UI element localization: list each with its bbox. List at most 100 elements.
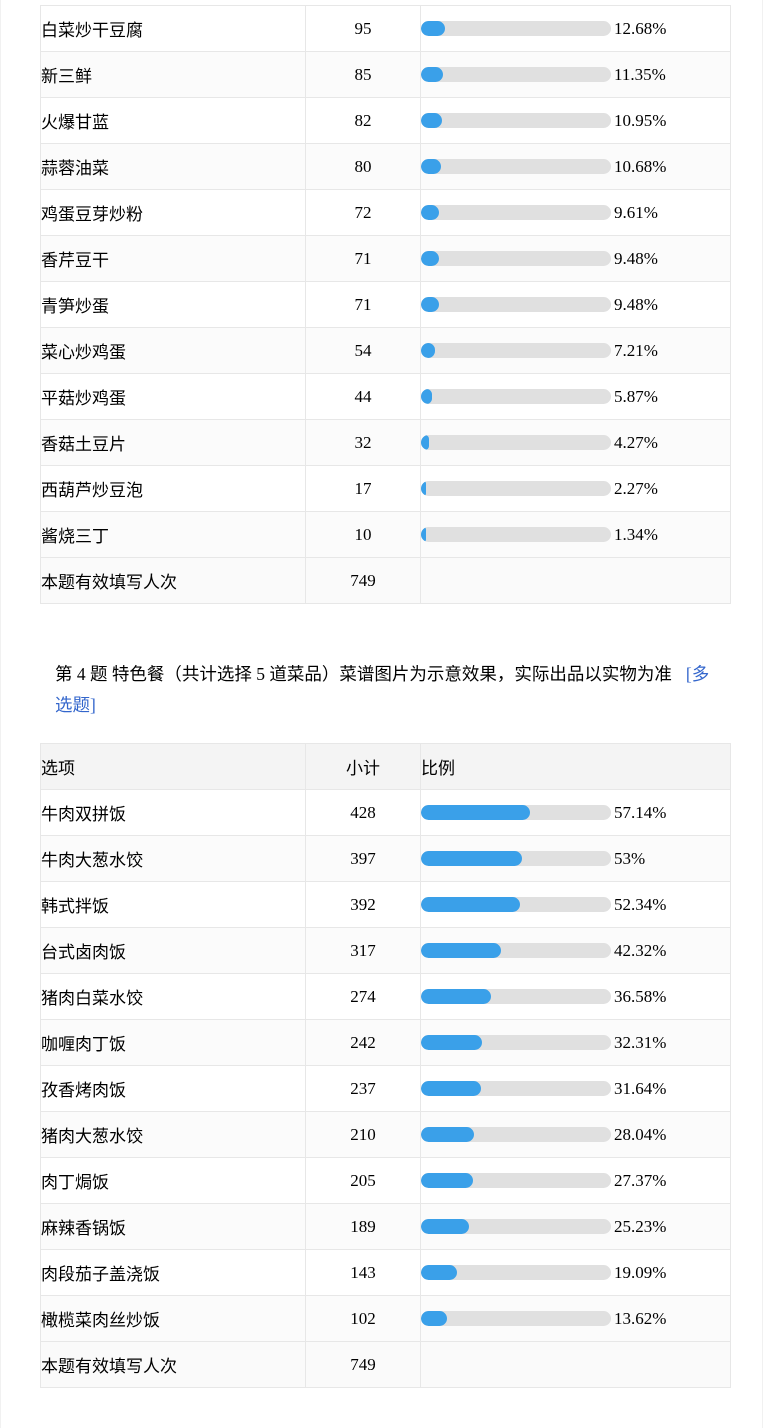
percent-bar-fill <box>421 527 426 542</box>
percent-bar-track <box>421 297 611 312</box>
option-count: 10 <box>305 511 421 558</box>
table-row: 火爆甘蓝 82 10.95% <box>40 97 731 144</box>
percent-bar-fill <box>421 159 442 174</box>
question4-results-table: 选项 小计 比例 牛肉双拼饭 428 57.14% 牛肉大葱水饺 397 53%… <box>40 743 731 1389</box>
percent-bar-track <box>421 343 611 358</box>
percent-label: 7.21% <box>614 340 658 360</box>
table-row: 香芹豆干 71 9.48% <box>40 235 731 282</box>
total-label: 本题有效填写人次 <box>40 1341 306 1389</box>
percent-label: 9.48% <box>614 248 658 268</box>
percent-bar-fill <box>421 251 439 266</box>
table-row: 新三鲜 85 11.35% <box>40 51 731 98</box>
percent-bar-track <box>421 1219 611 1235</box>
percent-bar-fill <box>421 343 435 358</box>
percent-bar-track <box>421 989 611 1005</box>
option-count: 237 <box>305 1065 421 1113</box>
percent-bar-track <box>421 21 611 36</box>
table-row: 咖喱肉丁饭 242 32.31% <box>40 1019 731 1067</box>
option-label: 韩式拌饭 <box>40 881 306 929</box>
table-row: 白菜炒干豆腐 95 12.68% <box>40 5 731 52</box>
percent-label: 5.87% <box>614 386 658 406</box>
percent-label: 1.34% <box>614 524 658 544</box>
table-total-row: 本题有效填写人次 749 <box>40 557 731 604</box>
table-row: 肉丁焗饭 205 27.37% <box>40 1157 731 1205</box>
table-row: 酱烧三丁 10 1.34% <box>40 511 731 558</box>
percent-bar-fill <box>421 205 440 220</box>
table-row: 台式卤肉饭 317 42.32% <box>40 927 731 975</box>
table-row: 孜香烤肉饭 237 31.64% <box>40 1065 731 1113</box>
option-count: 82 <box>305 97 421 144</box>
option-label: 西葫芦炒豆泡 <box>40 465 306 512</box>
percent-label: 19.09% <box>614 1262 667 1282</box>
option-label: 牛肉大葱水饺 <box>40 835 306 883</box>
table-row: 平菇炒鸡蛋 44 5.87% <box>40 373 731 420</box>
question3-results-table: 白菜炒干豆腐 95 12.68% 新三鲜 85 11.35% 火爆甘蓝 82 1… <box>40 5 731 604</box>
percent-bar-fill <box>421 389 433 404</box>
table-row: 西葫芦炒豆泡 17 2.27% <box>40 465 731 512</box>
option-label: 孜香烤肉饭 <box>40 1065 306 1113</box>
percent-label: 53% <box>614 848 646 868</box>
option-count: 210 <box>305 1111 421 1159</box>
option-count: 32 <box>305 419 421 466</box>
percent-label: 10.68% <box>614 156 667 176</box>
percent-bar-fill <box>421 481 426 496</box>
percent-label: 4.27% <box>614 432 658 452</box>
option-count: 189 <box>305 1203 421 1251</box>
percent-bar-fill <box>421 1311 447 1327</box>
percent-bar-fill <box>421 943 502 959</box>
question-title-text: 第 4 题 特色餐（共计选择 5 道菜品）菜谱图片为示意效果，实际出品以实物为准 <box>55 664 672 684</box>
percent-bar-fill <box>421 805 530 821</box>
percent-bar-track <box>421 1311 611 1327</box>
option-label: 菜心炒鸡蛋 <box>40 327 306 374</box>
option-count: 317 <box>305 927 421 975</box>
percent-label: 28.04% <box>614 1124 667 1144</box>
percent-bar-track <box>421 67 611 82</box>
percent-bar-fill <box>421 1265 458 1281</box>
option-label: 青笋炒蛋 <box>40 281 306 328</box>
percent-bar-track <box>421 435 611 450</box>
option-count: 397 <box>305 835 421 883</box>
option-label: 肉段茄子盖浇饭 <box>40 1249 306 1297</box>
question-type-tag: [多选题] <box>55 664 710 715</box>
percent-bar-track <box>421 389 611 404</box>
option-count: 71 <box>305 281 421 328</box>
option-label: 香芹豆干 <box>40 235 306 282</box>
option-count: 205 <box>305 1157 421 1205</box>
percent-label: 9.48% <box>614 294 658 314</box>
table-row: 菜心炒鸡蛋 54 7.21% <box>40 327 731 374</box>
table-row: 牛肉双拼饭 428 57.14% <box>40 789 731 837</box>
percent-label: 31.64% <box>614 1078 667 1098</box>
table-row: 牛肉大葱水饺 397 53% <box>40 835 731 883</box>
total-label: 本题有效填写人次 <box>40 557 306 604</box>
option-count: 44 <box>305 373 421 420</box>
percent-bar-fill <box>421 297 439 312</box>
percent-bar-track <box>421 113 611 128</box>
option-count: 80 <box>305 143 421 190</box>
header-count: 小计 <box>305 743 421 791</box>
percent-label: 13.62% <box>614 1308 667 1328</box>
percent-label: 27.37% <box>614 1170 667 1190</box>
percent-bar-fill <box>421 851 522 867</box>
option-label: 蒜蓉油菜 <box>40 143 306 190</box>
option-label: 猪肉大葱水饺 <box>40 1111 306 1159</box>
option-label: 新三鲜 <box>40 51 306 98</box>
percent-bar-fill <box>421 435 430 450</box>
option-count: 102 <box>305 1295 421 1343</box>
option-count: 428 <box>305 789 421 837</box>
percent-label: 32.31% <box>614 1032 667 1052</box>
question-title: 第 4 题 特色餐（共计选择 5 道菜品）菜谱图片为示意效果，实际出品以实物为准… <box>40 659 731 720</box>
option-label: 咖喱肉丁饭 <box>40 1019 306 1067</box>
option-label: 肉丁焗饭 <box>40 1157 306 1205</box>
option-label: 白菜炒干豆腐 <box>40 5 306 52</box>
option-label: 牛肉双拼饭 <box>40 789 306 837</box>
table-row: 猪肉白菜水饺 274 36.58% <box>40 973 731 1021</box>
option-label: 火爆甘蓝 <box>40 97 306 144</box>
header-option: 选项 <box>40 743 306 791</box>
option-count: 95 <box>305 5 421 52</box>
empty-cell <box>420 1341 731 1389</box>
percent-label: 10.95% <box>614 110 667 130</box>
option-label: 橄榄菜肉丝炒饭 <box>40 1295 306 1343</box>
option-count: 72 <box>305 189 421 236</box>
percent-label: 42.32% <box>614 940 667 960</box>
